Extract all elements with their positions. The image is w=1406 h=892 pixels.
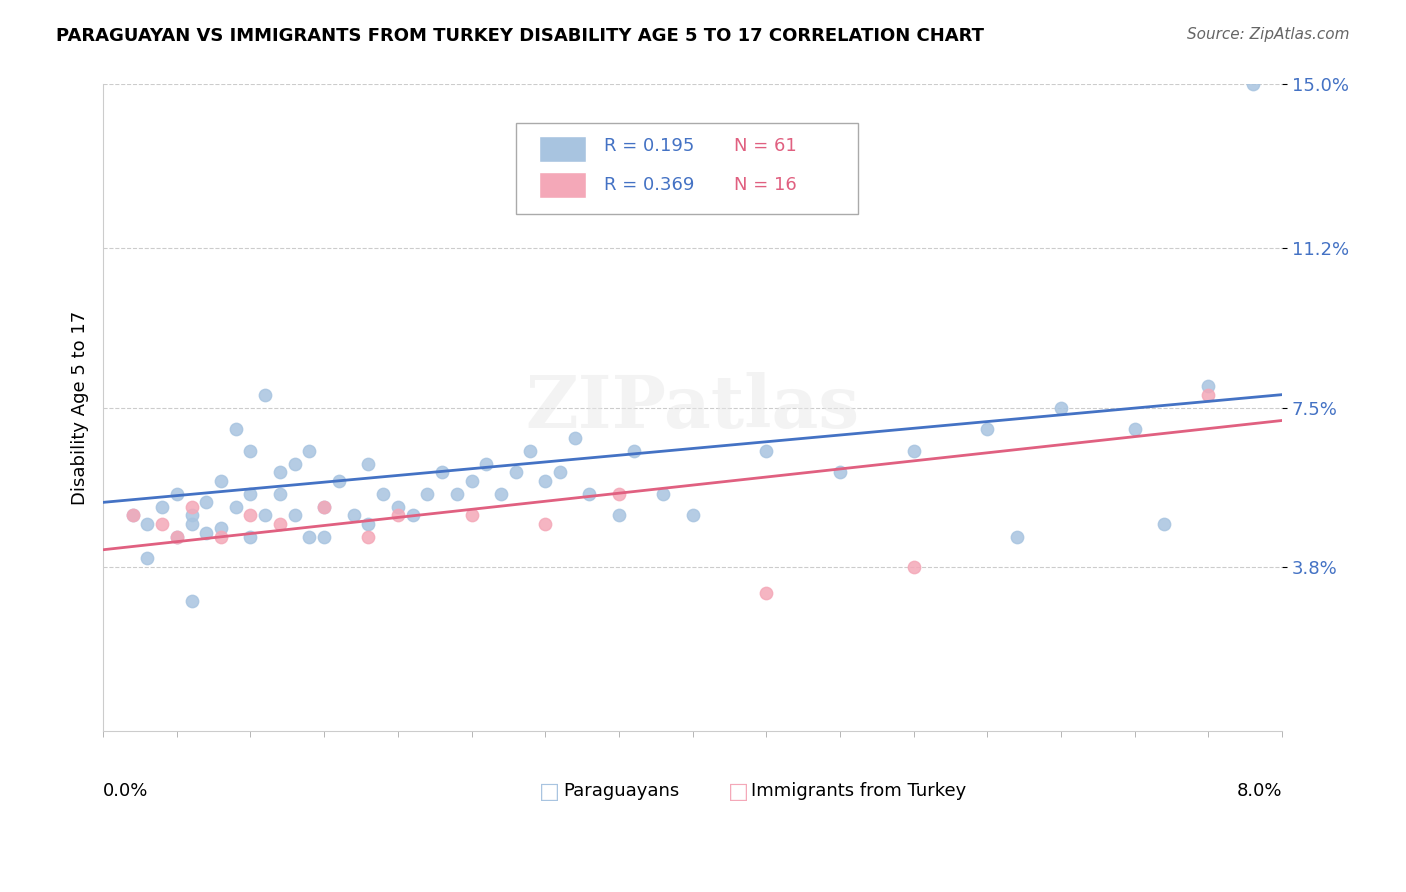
Point [534, 474, 557, 488]
Point [371, 487, 394, 501]
Text: R = 0.369: R = 0.369 [605, 176, 695, 194]
Point [343, 508, 366, 523]
Point [401, 508, 423, 523]
Text: □: □ [728, 782, 749, 803]
Point [357, 457, 380, 471]
Point [298, 443, 321, 458]
Point [1123, 422, 1146, 436]
Point [239, 487, 262, 501]
Point [416, 487, 439, 501]
Point [1197, 387, 1219, 401]
Point [150, 500, 173, 514]
Point [166, 530, 188, 544]
Point [607, 487, 630, 501]
Point [121, 508, 143, 523]
Point [284, 457, 307, 471]
Point [976, 422, 998, 436]
Point [209, 530, 232, 544]
Point [195, 525, 218, 540]
Point [357, 516, 380, 531]
Point [136, 516, 159, 531]
Point [180, 508, 202, 523]
Point [225, 422, 247, 436]
Point [519, 443, 541, 458]
Point [180, 500, 202, 514]
Point [755, 586, 778, 600]
Text: 8.0%: 8.0% [1236, 782, 1282, 800]
Point [314, 500, 336, 514]
Y-axis label: Disability Age 5 to 17: Disability Age 5 to 17 [72, 310, 89, 505]
Text: ZIPatlas: ZIPatlas [526, 372, 859, 443]
Point [1241, 78, 1264, 92]
Point [387, 508, 409, 523]
Point [180, 594, 202, 608]
FancyBboxPatch shape [540, 171, 586, 197]
Point [1153, 516, 1175, 531]
Point [475, 457, 498, 471]
Point [1050, 401, 1073, 415]
Point [652, 487, 675, 501]
Point [1005, 530, 1028, 544]
Point [195, 495, 218, 509]
FancyBboxPatch shape [540, 136, 586, 162]
Text: Source: ZipAtlas.com: Source: ZipAtlas.com [1187, 27, 1350, 42]
Point [239, 530, 262, 544]
Point [239, 443, 262, 458]
Point [489, 487, 512, 501]
Point [623, 443, 645, 458]
Point [121, 508, 143, 523]
Point [607, 508, 630, 523]
Point [180, 516, 202, 531]
Point [534, 516, 557, 531]
FancyBboxPatch shape [516, 123, 858, 214]
Point [136, 551, 159, 566]
Point [284, 508, 307, 523]
Point [225, 500, 247, 514]
Text: N = 16: N = 16 [734, 176, 797, 194]
Point [903, 443, 925, 458]
Text: Immigrants from Turkey: Immigrants from Turkey [751, 782, 967, 800]
Point [755, 443, 778, 458]
Point [239, 508, 262, 523]
Point [446, 487, 468, 501]
Text: □: □ [540, 782, 561, 803]
Point [828, 465, 851, 479]
Point [387, 500, 409, 514]
Point [314, 530, 336, 544]
Point [460, 508, 482, 523]
Point [328, 474, 350, 488]
Point [564, 431, 586, 445]
Point [254, 508, 277, 523]
Point [269, 487, 291, 501]
Text: R = 0.195: R = 0.195 [605, 136, 695, 155]
Point [254, 387, 277, 401]
Point [430, 465, 453, 479]
Point [298, 530, 321, 544]
Text: PARAGUAYAN VS IMMIGRANTS FROM TURKEY DISABILITY AGE 5 TO 17 CORRELATION CHART: PARAGUAYAN VS IMMIGRANTS FROM TURKEY DIS… [56, 27, 984, 45]
Point [1197, 379, 1219, 393]
Point [314, 500, 336, 514]
Point [166, 530, 188, 544]
Point [903, 560, 925, 574]
Text: 0.0%: 0.0% [103, 782, 149, 800]
Point [548, 465, 571, 479]
Point [269, 516, 291, 531]
Point [209, 474, 232, 488]
Point [150, 516, 173, 531]
Point [269, 465, 291, 479]
Point [505, 465, 527, 479]
Point [578, 487, 600, 501]
Point [682, 508, 704, 523]
Text: Paraguayans: Paraguayans [562, 782, 679, 800]
Point [209, 521, 232, 535]
Point [166, 487, 188, 501]
Text: N = 61: N = 61 [734, 136, 797, 155]
Point [357, 530, 380, 544]
Point [460, 474, 482, 488]
